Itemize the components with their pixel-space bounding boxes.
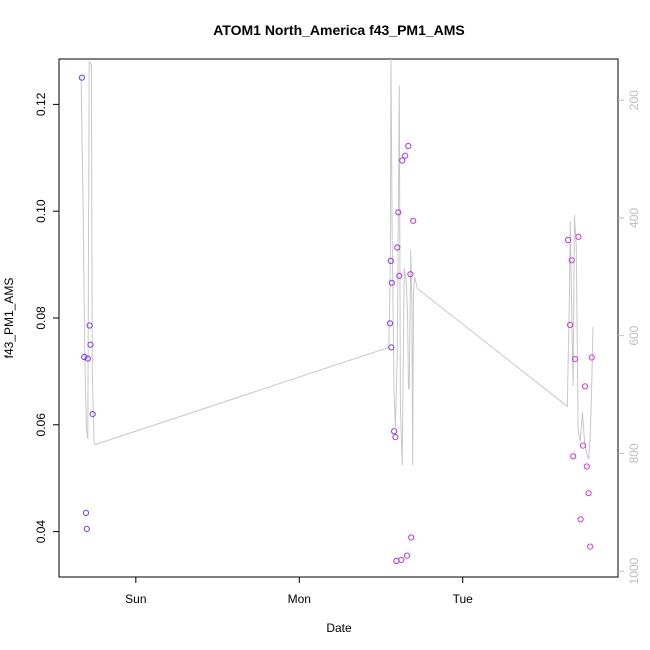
data-point bbox=[402, 152, 409, 159]
right-tick-label: 600 bbox=[627, 325, 641, 345]
data-point bbox=[82, 509, 90, 517]
data-point bbox=[386, 320, 394, 327]
data-point bbox=[398, 556, 405, 564]
data-point bbox=[388, 344, 395, 351]
data-point bbox=[583, 463, 590, 470]
data-point bbox=[394, 244, 401, 251]
x-tick-label: Sun bbox=[125, 592, 146, 606]
y-axis-label: f43_PM1_AMS bbox=[2, 278, 16, 359]
plot-frame bbox=[58, 58, 619, 578]
data-point bbox=[89, 411, 96, 418]
data-point bbox=[84, 355, 91, 362]
data-point bbox=[565, 236, 572, 244]
y-tick-label: 0.08 bbox=[34, 306, 48, 330]
data-point bbox=[408, 534, 415, 541]
y-tick-label: 0.10 bbox=[34, 199, 48, 223]
right-tick-label: 200 bbox=[627, 90, 641, 110]
right-tick-label: 1000 bbox=[627, 557, 641, 584]
data-point bbox=[392, 434, 399, 441]
data-point bbox=[83, 525, 90, 533]
data-point bbox=[399, 157, 406, 164]
data-point bbox=[581, 383, 589, 390]
x-axis: Sun Mon Tue bbox=[125, 577, 473, 606]
data-point bbox=[571, 356, 579, 363]
x-tick-label: Mon bbox=[288, 592, 311, 606]
data-point bbox=[579, 442, 587, 449]
data-point bbox=[396, 272, 403, 279]
x-tick-label: Tue bbox=[453, 592, 474, 606]
y-tick-label: 0.04 bbox=[34, 520, 48, 544]
data-point bbox=[81, 353, 88, 361]
y-tick-label: 0.06 bbox=[34, 413, 48, 437]
x-axis-label: Date bbox=[326, 621, 352, 635]
data-point bbox=[407, 271, 414, 278]
data-point bbox=[395, 209, 402, 216]
data-point bbox=[587, 543, 594, 550]
data-point bbox=[588, 354, 595, 361]
data-point bbox=[393, 557, 400, 565]
y-axis-right: 200 400 600 800 1000 bbox=[618, 90, 641, 584]
secondary-line-path bbox=[80, 58, 594, 466]
right-tick-label: 400 bbox=[627, 208, 641, 228]
data-point bbox=[570, 453, 577, 460]
data-point bbox=[78, 74, 86, 81]
y-tick-label: 0.12 bbox=[34, 92, 48, 116]
data-point bbox=[585, 490, 592, 497]
data-point bbox=[391, 428, 398, 435]
secondary-series-line bbox=[80, 58, 594, 466]
data-point bbox=[404, 552, 411, 559]
scatter-points bbox=[78, 74, 595, 565]
data-point bbox=[410, 217, 417, 224]
data-point bbox=[567, 321, 574, 328]
data-point bbox=[86, 322, 93, 329]
chart-title: ATOM1 North_America f43_PM1_AMS bbox=[213, 22, 465, 38]
data-point bbox=[577, 516, 584, 523]
y-axis-left: 0.04 0.06 0.08 0.10 0.12 bbox=[34, 92, 59, 543]
right-tick-label: 800 bbox=[627, 443, 641, 463]
data-point bbox=[387, 257, 394, 264]
data-point bbox=[575, 233, 582, 240]
data-point bbox=[388, 279, 395, 286]
data-point bbox=[87, 341, 94, 348]
data-point bbox=[568, 257, 575, 264]
data-point bbox=[405, 142, 412, 150]
